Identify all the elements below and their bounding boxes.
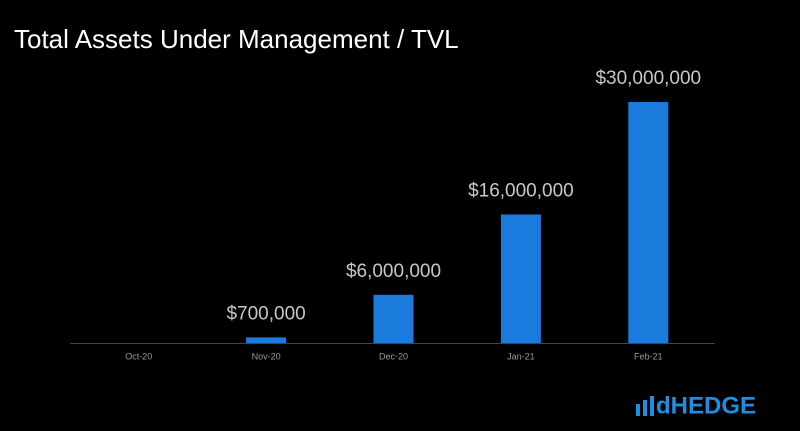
bar bbox=[246, 337, 287, 343]
logo-bar bbox=[643, 400, 647, 416]
x-tick-label: Feb-21 bbox=[634, 351, 663, 361]
data-label: $700,000 bbox=[226, 303, 305, 324]
bar bbox=[628, 102, 669, 343]
logo-bar bbox=[636, 404, 640, 416]
x-tick-label: Dec-20 bbox=[379, 351, 408, 361]
x-tick-label: Oct-20 bbox=[125, 351, 152, 361]
bar bbox=[500, 214, 541, 343]
x-tick-label: Nov-20 bbox=[252, 351, 281, 361]
data-label: $16,000,000 bbox=[468, 180, 574, 201]
logo-bar bbox=[650, 396, 654, 416]
chart-title: Total Assets Under Management / TVL bbox=[14, 24, 459, 54]
logo-icon bbox=[636, 396, 654, 416]
data-label: $6,000,000 bbox=[346, 261, 441, 282]
logo: dHEDGE bbox=[656, 392, 756, 419]
bar bbox=[373, 294, 414, 343]
x-tick-label: Jan-21 bbox=[507, 351, 535, 361]
data-label: $30,000,000 bbox=[595, 68, 701, 89]
